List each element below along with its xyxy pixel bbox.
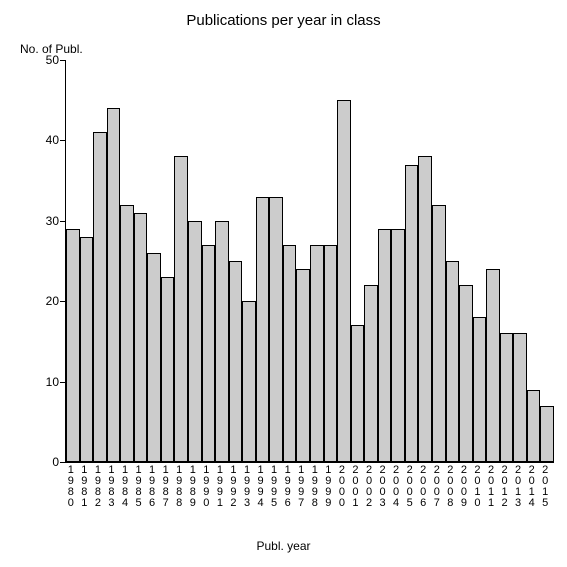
bar [242,301,256,462]
bar [174,156,188,462]
bar [215,221,229,462]
bar [418,156,432,462]
x-tick-label: 1 9 9 0 [200,465,212,509]
bar [134,213,148,462]
y-tick-mark [60,60,66,61]
x-tick-label: 1 9 9 2 [227,465,239,509]
bar [93,132,107,462]
x-tick-label: 1 9 9 8 [309,465,321,509]
bar [107,108,121,462]
bar [378,229,392,462]
bar [161,277,175,462]
bar [283,245,297,462]
bar [446,261,460,462]
bar [432,205,446,462]
x-tick-label: 2 0 0 2 [363,465,375,509]
bar [269,197,283,462]
x-tick-label: 1 9 9 1 [214,465,226,509]
x-axis-label: Publ. year [0,539,567,553]
x-tick-label: 2 0 1 1 [485,465,497,509]
x-tick-label: 2 0 1 0 [471,465,483,509]
x-tick-label: 2 0 0 3 [377,465,389,509]
x-tick-label: 1 9 9 9 [322,465,334,509]
y-tick-mark [60,221,66,222]
x-tick-label: 1 9 8 3 [105,465,117,509]
x-tick-label: 2 0 1 5 [539,465,551,509]
x-tick-label: 1 9 8 4 [119,465,131,509]
x-tick-label: 1 9 9 3 [241,465,253,509]
x-tick-label: 2 0 0 1 [349,465,361,509]
chart-stage: Publications per year in class No. of Pu… [0,0,567,567]
x-tick-label: 2 0 1 3 [512,465,524,509]
bar [405,165,419,462]
x-tick-label: 1 9 9 4 [255,465,267,509]
x-tick-label: 1 9 8 7 [160,465,172,509]
x-tick-label: 2 0 1 2 [499,465,511,509]
bar [202,245,216,462]
x-tick-label: 1 9 8 6 [146,465,158,509]
x-tick-label: 2 0 0 4 [390,465,402,509]
bar [66,229,80,462]
chart-title: Publications per year in class [0,12,567,29]
y-tick-mark [60,462,66,463]
y-tick-label: 0 [35,455,59,469]
bar [527,390,541,462]
bar [188,221,202,462]
x-tick-label: 1 9 8 1 [78,465,90,509]
y-tick-label: 50 [35,53,59,67]
bar [473,317,487,462]
x-tick-label: 2 0 1 4 [526,465,538,509]
y-tick-label: 10 [35,375,59,389]
bar [80,237,94,462]
y-tick-mark [60,140,66,141]
x-tick-label: 1 9 8 9 [187,465,199,509]
bar [540,406,554,462]
bar [500,333,514,462]
bar [391,229,405,462]
x-tick-label: 2 0 0 8 [444,465,456,509]
x-tick-label: 1 9 9 5 [268,465,280,509]
bar [324,245,338,462]
x-tick-label: 2 0 0 7 [431,465,443,509]
x-tick-label: 1 9 8 8 [173,465,185,509]
x-tick-label: 1 9 8 5 [133,465,145,509]
bar [229,261,243,462]
y-tick-label: 40 [35,133,59,147]
x-tick-label: 2 0 0 9 [458,465,470,509]
bar [351,325,365,462]
x-tick-label: 2 0 0 0 [336,465,348,509]
bar [310,245,324,462]
y-tick-mark [60,382,66,383]
x-tick-label: 1 9 9 7 [295,465,307,509]
bar [147,253,161,462]
bar [296,269,310,462]
bar [513,333,527,462]
x-tick-label: 2 0 0 6 [417,465,429,509]
plot-area [65,60,554,463]
x-tick-label: 1 9 8 2 [92,465,104,509]
x-tick-label: 1 9 9 6 [282,465,294,509]
bar [459,285,473,462]
bar [256,197,270,462]
y-tick-label: 30 [35,214,59,228]
x-tick-label: 1 9 8 0 [65,465,77,509]
bar [364,285,378,462]
y-tick-label: 20 [35,294,59,308]
bar [337,100,351,462]
x-tick-label: 2 0 0 5 [404,465,416,509]
bar [486,269,500,462]
y-tick-mark [60,301,66,302]
bar [120,205,134,462]
